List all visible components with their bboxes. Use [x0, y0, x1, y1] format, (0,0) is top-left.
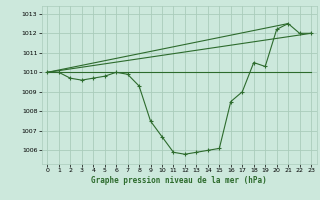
X-axis label: Graphe pression niveau de la mer (hPa): Graphe pression niveau de la mer (hPa)	[91, 176, 267, 185]
